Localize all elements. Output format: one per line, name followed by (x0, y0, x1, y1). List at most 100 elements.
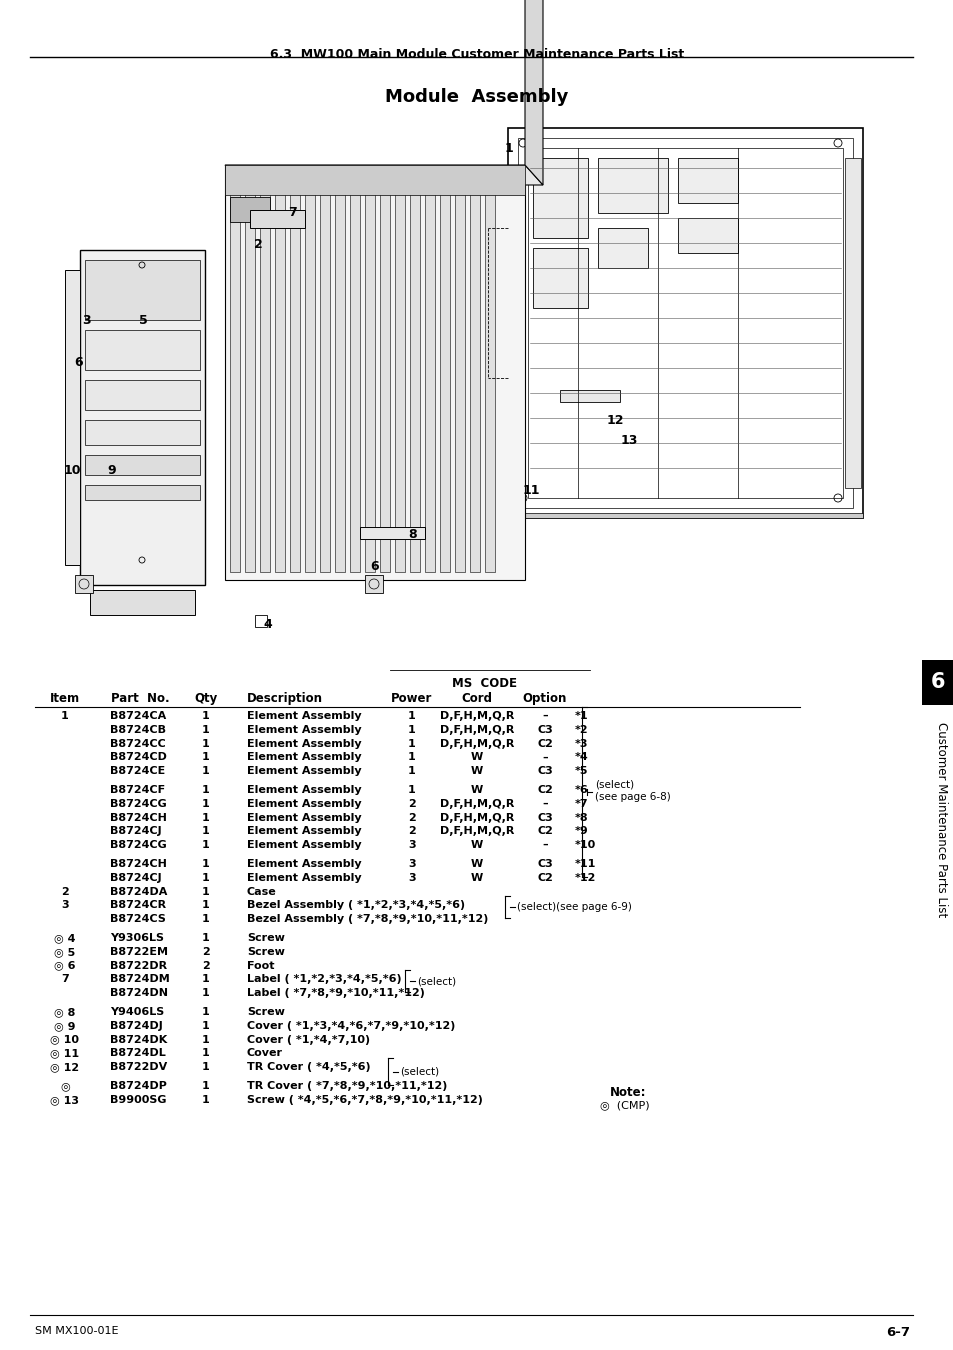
Text: 13: 13 (619, 435, 637, 447)
Text: B8724CJ: B8724CJ (110, 873, 161, 883)
Bar (85, 329, 200, 370)
Bar (439, 173, 450, 572)
Text: Element Assembly: Element Assembly (247, 752, 361, 763)
Text: 1: 1 (202, 1062, 210, 1072)
Text: 1: 1 (202, 887, 210, 896)
Text: Screw ( *4,*5,*6,*7,*8,*9,*10,*11,*12): Screw ( *4,*5,*6,*7,*8,*9,*10,*11,*12) (247, 1095, 482, 1104)
Polygon shape (524, 0, 542, 185)
Text: Customer Maintenance Parts List: Customer Maintenance Parts List (935, 722, 947, 918)
Text: B8724DA: B8724DA (110, 887, 167, 896)
Bar (379, 173, 390, 572)
Text: Element Assembly: Element Assembly (247, 813, 361, 822)
Text: B8724CA: B8724CA (110, 711, 166, 721)
Text: 10: 10 (63, 464, 81, 478)
Bar (484, 173, 495, 572)
Text: 7: 7 (289, 205, 297, 219)
Text: ◎  (CMP): ◎ (CMP) (599, 1100, 649, 1110)
Text: 1: 1 (202, 1021, 210, 1031)
Text: Element Assembly: Element Assembly (247, 767, 361, 776)
Text: 1: 1 (408, 738, 416, 749)
Bar (230, 173, 240, 572)
Text: 2: 2 (61, 887, 69, 896)
Text: Qty: Qty (194, 693, 217, 705)
Bar (335, 173, 345, 572)
Text: –: – (541, 752, 547, 763)
Text: C3: C3 (537, 725, 553, 734)
Text: 1: 1 (61, 711, 69, 721)
Bar (470, 173, 479, 572)
Text: 1: 1 (202, 933, 210, 944)
Bar (533, 158, 587, 238)
Text: –: – (541, 840, 547, 850)
Text: 1: 1 (202, 752, 210, 763)
Text: 1: 1 (202, 711, 210, 721)
Text: TR Cover ( *4,*5,*6): TR Cover ( *4,*5,*6) (247, 1062, 370, 1072)
Text: C3: C3 (537, 767, 553, 776)
Bar (527, 148, 842, 498)
Text: B8724CJ: B8724CJ (110, 826, 161, 837)
Bar (305, 173, 314, 572)
Text: ◎ 8: ◎ 8 (54, 1007, 75, 1017)
Text: 4: 4 (263, 618, 273, 632)
Text: B8724CE: B8724CE (110, 767, 165, 776)
Bar (517, 138, 852, 508)
Text: B8722EM: B8722EM (110, 946, 168, 957)
Text: C2: C2 (537, 738, 553, 749)
Text: *10: *10 (575, 840, 596, 850)
Bar (319, 173, 330, 572)
Text: B8722DR: B8722DR (110, 961, 167, 971)
Text: B8724CH: B8724CH (110, 813, 167, 822)
Text: 1: 1 (408, 784, 416, 795)
Text: D,F,H,M,Q,R: D,F,H,M,Q,R (439, 826, 514, 837)
Text: 1: 1 (202, 1034, 210, 1045)
Text: ◎ 6: ◎ 6 (54, 961, 75, 971)
Text: 2: 2 (202, 961, 210, 971)
Text: Element Assembly: Element Assembly (247, 738, 361, 749)
Text: 3: 3 (408, 859, 416, 869)
Text: 7: 7 (61, 975, 69, 984)
Text: 2: 2 (408, 826, 416, 837)
Text: 1: 1 (202, 799, 210, 809)
Text: 11: 11 (521, 485, 539, 498)
Polygon shape (225, 165, 542, 185)
Text: C2: C2 (537, 784, 553, 795)
Text: Screw: Screw (247, 1007, 285, 1017)
Text: D,F,H,M,Q,R: D,F,H,M,Q,R (439, 711, 514, 721)
Text: W: W (471, 767, 482, 776)
Bar (254, 616, 267, 626)
Text: 6: 6 (371, 560, 379, 574)
Bar (598, 228, 647, 269)
Text: 1: 1 (202, 988, 210, 998)
Bar (90, 590, 194, 616)
Text: TR Cover ( *7,*8,*9,*10,*11,*12): TR Cover ( *7,*8,*9,*10,*11,*12) (247, 1081, 447, 1091)
Text: *9: *9 (575, 826, 588, 837)
Text: 8: 8 (408, 528, 416, 540)
Text: 3: 3 (61, 900, 69, 910)
Text: ◎ 5: ◎ 5 (54, 946, 75, 957)
Text: ◎: ◎ (60, 1081, 70, 1091)
Text: *5: *5 (575, 767, 588, 776)
Text: 1: 1 (408, 752, 416, 763)
Text: –: – (541, 711, 547, 721)
Text: *3: *3 (575, 738, 588, 749)
Text: *7: *7 (575, 799, 588, 809)
Text: Element Assembly: Element Assembly (247, 859, 361, 869)
Text: ◎ 9: ◎ 9 (54, 1021, 75, 1031)
Text: 1: 1 (202, 859, 210, 869)
Text: Element Assembly: Element Assembly (247, 826, 361, 837)
Text: Note:: Note: (609, 1085, 646, 1099)
Text: 1: 1 (408, 725, 416, 734)
Text: ◎ 12: ◎ 12 (51, 1062, 79, 1072)
Text: 3: 3 (408, 840, 416, 850)
Text: *6: *6 (575, 784, 588, 795)
Bar (424, 173, 435, 572)
Text: (select)(see page 6-9): (select)(see page 6-9) (517, 902, 631, 913)
Text: B8724CG: B8724CG (110, 799, 167, 809)
Bar (290, 173, 299, 572)
Text: Cover ( *1,*4,*7,10): Cover ( *1,*4,*7,10) (247, 1034, 370, 1045)
Text: B8724DL: B8724DL (110, 1049, 166, 1058)
Text: ◎ 13: ◎ 13 (51, 1095, 79, 1104)
Bar (598, 158, 667, 213)
Bar (559, 390, 619, 402)
Text: 1: 1 (202, 1049, 210, 1058)
